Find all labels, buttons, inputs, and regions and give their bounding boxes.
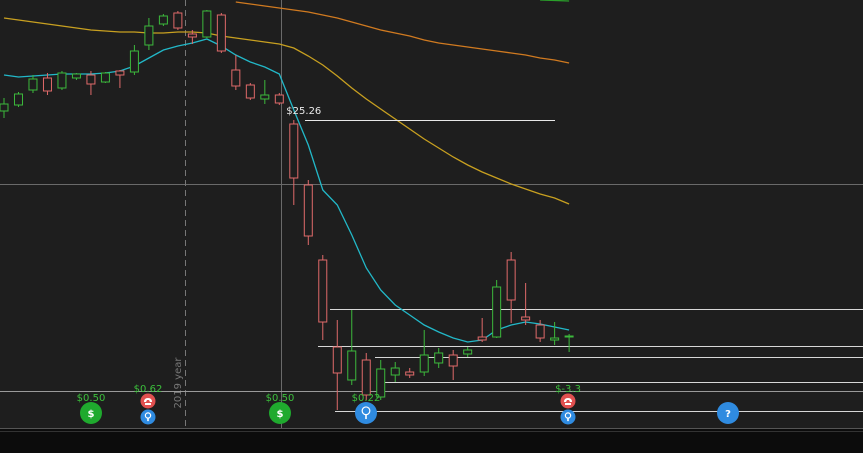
candle-body <box>71 73 81 79</box>
candle-body <box>231 69 241 87</box>
candle-body <box>492 286 502 338</box>
candle-body <box>187 33 197 38</box>
event-label: $0.50 <box>266 393 295 404</box>
candle-body <box>506 259 516 301</box>
event-label: $0.50 <box>77 393 106 404</box>
period-label: 2019 year <box>173 357 184 409</box>
event-earnings[interactable]: $-3.3 <box>555 384 581 425</box>
candle-body <box>274 94 284 104</box>
candle-body <box>376 368 386 398</box>
candle-body <box>100 72 110 83</box>
candle-body <box>564 335 574 338</box>
candle-body <box>463 349 473 355</box>
idea-icon <box>355 402 377 424</box>
event-dividend[interactable]: $0.50 $ <box>266 393 295 424</box>
candle-body <box>216 14 226 52</box>
candle-body <box>13 93 23 106</box>
candle-body <box>521 316 531 321</box>
dividend-icon <box>80 402 102 424</box>
candle-body <box>303 184 313 237</box>
earnings-icon <box>560 393 576 409</box>
candle-body <box>144 25 154 46</box>
candle-body <box>57 72 67 89</box>
help-symbol: ? <box>725 409 731 420</box>
candle-body <box>434 352 444 364</box>
moving-average <box>3 17 570 205</box>
candle-body <box>289 123 299 179</box>
event-earnings[interactable]: $0.62 <box>134 384 163 425</box>
dividend-symbol: $ <box>277 409 284 420</box>
event-label: $0.22 <box>352 393 381 404</box>
candle-body <box>332 346 342 374</box>
candle-body <box>448 354 458 367</box>
bottom-bar <box>0 428 863 453</box>
candle-body <box>42 77 52 92</box>
candle-body <box>390 367 400 376</box>
candle-body <box>550 337 560 341</box>
candle-body <box>347 350 357 381</box>
candle-body <box>173 12 183 29</box>
candle-body <box>419 354 429 373</box>
candle-body <box>86 74 96 85</box>
moving-average <box>3 38 570 343</box>
candle-body <box>477 336 487 341</box>
moving-average <box>235 1 570 64</box>
earnings-icon <box>140 393 156 409</box>
idea-icon <box>560 409 576 425</box>
candle-body <box>318 259 328 323</box>
phone-glyph <box>564 398 572 405</box>
help-icon <box>717 402 739 424</box>
candle-body <box>0 103 9 112</box>
dividend-icon <box>269 402 291 424</box>
candle-body <box>202 10 212 38</box>
candle-body <box>361 359 371 396</box>
event-label: $-3.3 <box>555 384 581 395</box>
candle-body <box>115 70 125 76</box>
phone-glyph <box>144 398 152 405</box>
event-idea[interactable]: $0.22 <box>352 393 381 424</box>
candle-body <box>535 324 545 339</box>
idea-icon <box>140 409 156 425</box>
plot: $25.26 <box>0 0 574 410</box>
event-dividend[interactable]: $0.50 $ <box>77 393 106 424</box>
candle-body <box>245 84 255 99</box>
candle-body <box>158 15 168 25</box>
moving-average <box>540 0 570 2</box>
candle-body <box>260 94 270 100</box>
event-help[interactable]: ? <box>717 402 739 424</box>
candle-body <box>129 50 139 73</box>
candle-body <box>405 371 415 376</box>
candle-body <box>28 78 38 91</box>
dividend-symbol: $ <box>88 409 95 420</box>
high-label: $25.26 <box>286 106 321 117</box>
event-label: $0.62 <box>134 384 163 395</box>
